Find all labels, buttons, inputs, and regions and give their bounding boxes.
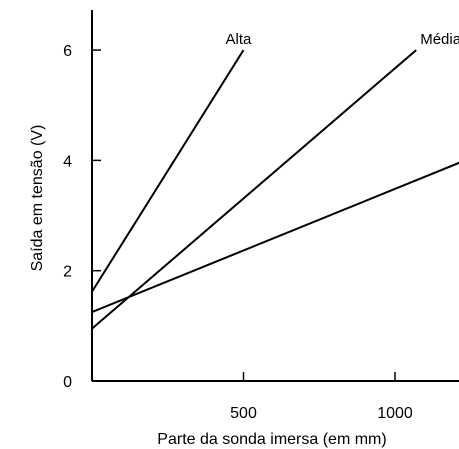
x-tick-label: 500 [230, 405, 257, 422]
series-line-alta [91, 49, 245, 293]
y-tick-label: 2 [63, 264, 72, 281]
series-label: Alta [226, 31, 253, 48]
y-ticks: 0 2 4 6 [63, 43, 101, 391]
x-tick-label: 1000 [377, 405, 413, 422]
x-ticks: 50010001500 [230, 372, 413, 422]
series-line-baixa [91, 161, 459, 313]
series-label: Média [420, 31, 459, 48]
y-axis-title: Saída em tensão (V) [29, 125, 46, 272]
y-tick-label: 6 [63, 43, 72, 60]
series-lines [91, 49, 459, 330]
x-axis-title: Parte da sonda imersa (em mm) [157, 431, 386, 448]
series-line-m-dia [91, 49, 417, 330]
y-tick-label: 4 [63, 153, 72, 170]
series-labels: AltaMédiaBaixa [226, 31, 459, 48]
y-tick-label: 0 [63, 374, 72, 391]
